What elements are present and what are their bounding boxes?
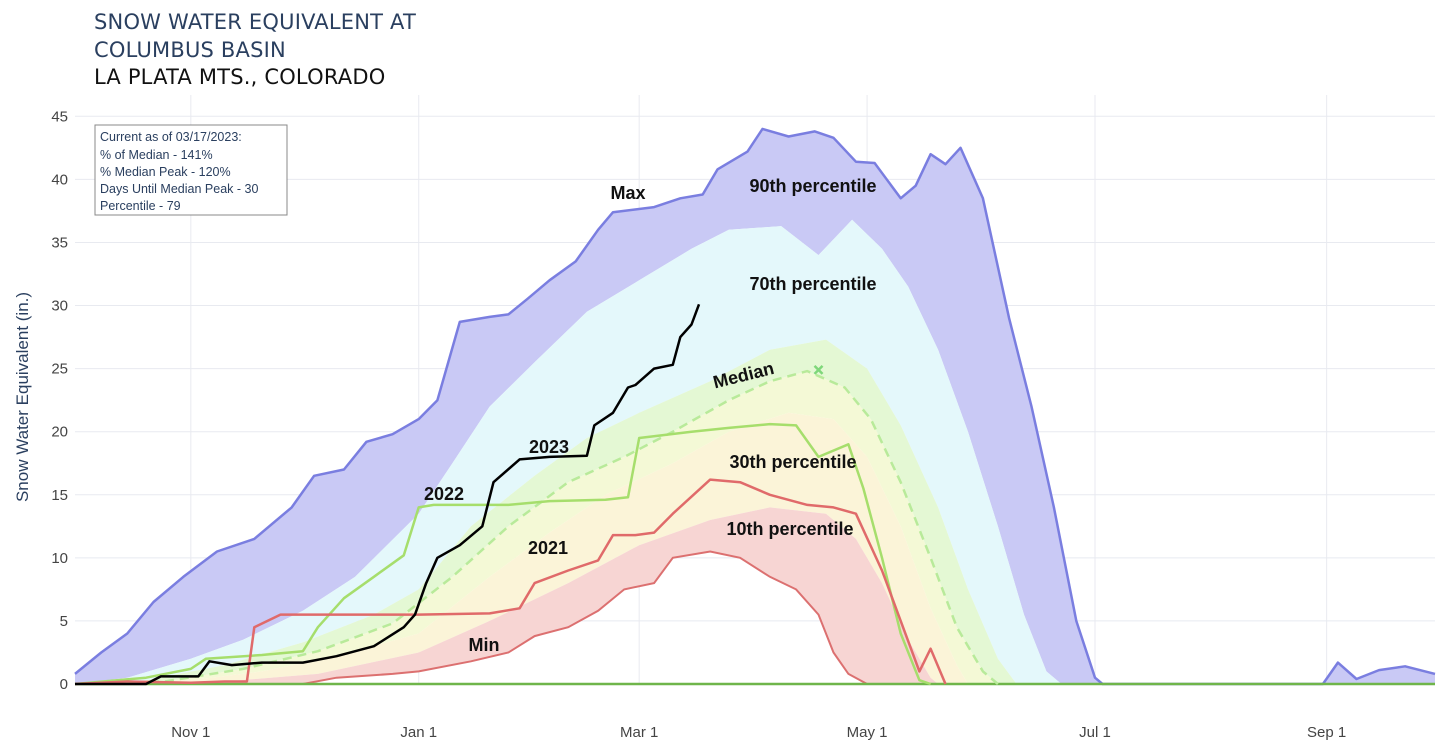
max-line [74, 127, 1436, 686]
median-peak-marker [813, 364, 824, 375]
band-10th-to-min [75, 507, 1435, 684]
annotation-max: Max [610, 183, 645, 203]
axes: 0 5 10 15 20 25 30 35 40 45 Nov 1 Jan 1 Mar 1 May 1 Ju… [13, 108, 1346, 741]
annotation-2023: 2023 [529, 437, 569, 457]
y-tick-label: 0 [60, 676, 68, 693]
annotation-2022: 2022 [424, 484, 464, 504]
info-line-3: % Median Peak - 120% [100, 165, 231, 179]
year-2021-line [74, 478, 947, 686]
chart-title-line-3: LA PLATA MTS., COLORADO [94, 65, 386, 89]
x-tick-label: May 1 [847, 724, 888, 741]
band-90th-to-70th [75, 219, 1435, 685]
info-box-frame [94, 124, 288, 216]
annotation-10th-percentile: 10th percentile [726, 519, 853, 539]
annotation-90th-percentile: 90th percentile [749, 176, 876, 196]
y-tick-label: 25 [51, 361, 68, 378]
y-tick-label: 5 [60, 613, 68, 630]
x-tick-label: Jul 1 [1079, 724, 1111, 741]
y-tick-label: 15 [51, 487, 68, 504]
info-line-5: Percentile - 79 [100, 199, 181, 213]
x-tick-label: Nov 1 [171, 724, 210, 741]
band-30th-to-10th [75, 412, 1435, 684]
y-tick-label: 20 [51, 424, 68, 441]
x-tick-label: Sep 1 [1307, 724, 1346, 741]
info-line-1: Current as of 03/17/2023: [100, 130, 242, 144]
y-tick-label: 45 [51, 108, 68, 125]
annotation-min: Min [469, 635, 500, 655]
min-line [75, 550, 1435, 685]
y-axis-label: Snow Water Equivalent (in.) [13, 292, 32, 502]
percentile-bands [75, 128, 1435, 685]
info-line-4: Days Until Median Peak - 30 [100, 182, 258, 196]
y-tick-label: 10 [51, 550, 68, 567]
annotation-70th-percentile: 70th percentile [749, 274, 876, 294]
median-line [74, 369, 999, 686]
y-tick-label: 35 [51, 234, 68, 251]
band-max-to-90th [75, 128, 1435, 684]
info-box: Current as of 03/17/2023: % of Median - … [94, 124, 288, 216]
year-2023-line [75, 303, 701, 686]
band-70th-to-median [75, 339, 1435, 684]
annotation-2021: 2021 [528, 538, 568, 558]
chart-title-line-1: SNOW WATER EQUIVALENT AT [94, 10, 417, 34]
y-tick-label: 30 [51, 298, 68, 315]
info-line-2: % of Median - 141% [100, 148, 213, 162]
y-tick-label: 40 [51, 171, 68, 188]
x-tick-label: Jan 1 [400, 724, 437, 741]
annotation-30th-percentile: 30th percentile [729, 452, 856, 472]
x-tick-label: Mar 1 [620, 724, 658, 741]
series-lines [74, 127, 1436, 686]
year-2022-line [74, 422, 932, 686]
chart-title-line-2: COLUMBUS BASIN [94, 38, 286, 62]
